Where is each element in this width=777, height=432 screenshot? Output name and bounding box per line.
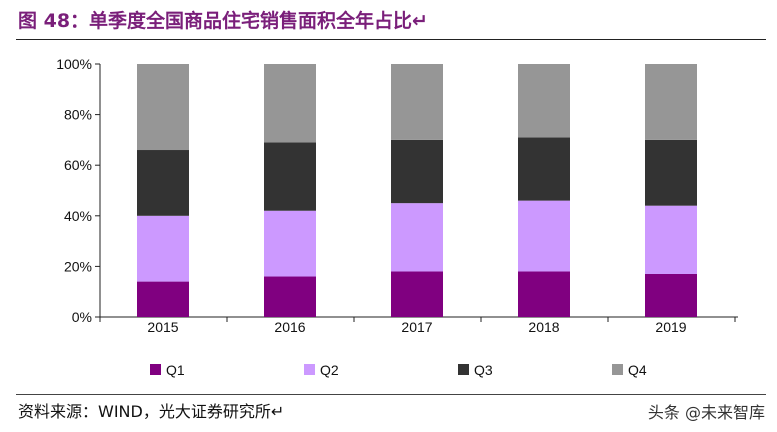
legend-label: Q2 (320, 362, 339, 378)
bar-segment-q2 (264, 210, 316, 277)
bar-segment-q1 (645, 273, 697, 317)
bar-segment-q1 (518, 271, 570, 317)
y-tick-label: 20% (64, 258, 92, 274)
bar-segment-q3 (137, 150, 189, 216)
bar-segment-q2 (518, 200, 570, 272)
y-tick-label: 40% (64, 208, 92, 224)
bar-segment-q3 (391, 139, 443, 204)
x-tick-label: 2015 (147, 319, 178, 335)
source-note: 资料来源：WIND，光大证券研究所↵ (18, 402, 285, 421)
y-tick-label: 60% (64, 157, 92, 173)
watermark-text: 头条 @未来智库 (647, 403, 765, 422)
x-tick-label: 2018 (528, 319, 559, 335)
chart-legend: Q1 Q2 Q3 Q4 (150, 362, 647, 378)
bar-segment-q3 (645, 139, 697, 206)
bar-segment-q3 (264, 142, 316, 211)
legend-swatch (458, 364, 469, 375)
figure-title: 图 48：单季度全国商品住宅销售面积全年占比↵ (18, 10, 428, 32)
y-tick-label: 80% (64, 107, 92, 123)
bar-segment-q4 (264, 64, 316, 143)
bar-segment-q4 (391, 64, 443, 140)
bar-segment-q2 (137, 215, 189, 282)
bar-segment-q4 (645, 64, 697, 140)
bar-segment-q1 (264, 276, 316, 317)
footer-divider (16, 394, 766, 395)
legend-label: Q4 (628, 362, 647, 378)
chart-bars (137, 64, 697, 317)
title-divider (16, 39, 766, 40)
bar-segment-q3 (518, 137, 570, 201)
y-tick-label: 0% (72, 309, 92, 325)
x-tick-label: 2017 (401, 319, 432, 335)
bar-segment-q2 (391, 203, 443, 272)
legend-swatch (304, 364, 315, 375)
stacked-bar-chart: 0% 20% 40% 60% 80% 100% 2015 2016 2017 2018 2019 Q… (56, 56, 738, 378)
y-tick-label: 100% (56, 56, 92, 72)
legend-swatch (150, 364, 161, 375)
legend-swatch (612, 364, 623, 375)
bar-segment-q4 (518, 64, 570, 138)
bar-segment-q1 (137, 281, 189, 317)
x-tick-label: 2019 (655, 319, 686, 335)
legend-label: Q1 (166, 362, 185, 378)
chart-axes: 0% 20% 40% 60% 80% 100% 2015 2016 2017 2018 2019 (56, 56, 738, 335)
bar-segment-q2 (645, 205, 697, 274)
bar-segment-q4 (137, 64, 189, 151)
bar-segment-q1 (391, 271, 443, 317)
legend-label: Q3 (474, 362, 493, 378)
x-tick-label: 2016 (274, 319, 305, 335)
